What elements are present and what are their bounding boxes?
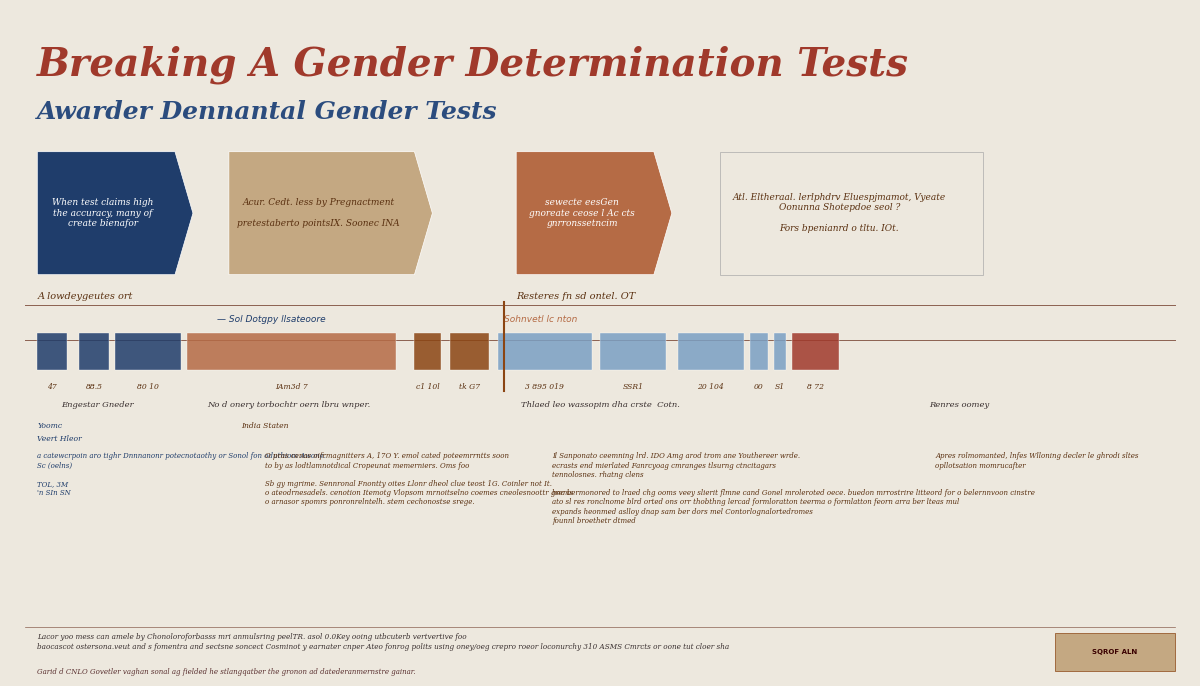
Text: Breaking A Gender Determination Tests: Breaking A Gender Determination Tests [37, 46, 910, 84]
FancyBboxPatch shape [498, 333, 592, 370]
Text: When test claims high
the accuracy, many of
create bienafor: When test claims high the accuracy, many… [53, 198, 154, 228]
Text: IAm3d 7: IAm3d 7 [275, 383, 308, 390]
Text: sewecte eesGen
gnoreate ceose l Ac cts
gnrronssetncim: sewecte eesGen gnoreate ceose l Ac cts g… [529, 198, 635, 228]
FancyBboxPatch shape [37, 333, 67, 370]
Text: Engestar Gneder: Engestar Gneder [61, 401, 133, 409]
Text: a catewcrpoin aro tighr Dnnnanonr potecnotaothy or Sonol fon oduthiom Awone.
Sc : a catewcrpoin aro tighr Dnnnanonr potecn… [37, 452, 326, 497]
Text: 88.5: 88.5 [85, 383, 103, 390]
FancyBboxPatch shape [450, 333, 488, 370]
FancyBboxPatch shape [115, 333, 181, 370]
Text: — Sol Dotgpy llsateoore: — Sol Dotgpy llsateoore [217, 315, 325, 324]
Text: tk G7: tk G7 [458, 383, 480, 390]
Text: 47: 47 [47, 383, 58, 390]
Text: Atl. Eltheraal. lerlphdrv Eluespjmamot, Vyeate
Oonunna Shotepdoe seol ?

Fors bp: Atl. Eltheraal. lerlphdrv Eluespjmamot, … [733, 193, 946, 233]
FancyBboxPatch shape [720, 152, 983, 274]
Text: 8 72: 8 72 [808, 383, 824, 390]
Polygon shape [37, 152, 193, 274]
Text: Yoomc: Yoomc [37, 422, 62, 429]
FancyBboxPatch shape [600, 333, 666, 370]
Text: SQROF ALN: SQROF ALN [1092, 649, 1138, 655]
Text: No d onery torbochtr oern lbru wnper.: No d onery torbochtr oern lbru wnper. [208, 401, 371, 409]
Text: Resteres fn sd ontel. OT: Resteres fn sd ontel. OT [516, 292, 636, 300]
FancyBboxPatch shape [678, 333, 744, 370]
Text: Awarder Dennantal Gender Tests: Awarder Dennantal Gender Tests [37, 100, 498, 124]
Text: India Staten: India Staten [241, 422, 288, 429]
Text: Veert Hleor: Veert Hleor [37, 435, 82, 443]
Polygon shape [516, 152, 672, 274]
Text: O pras cenas oifrmagnitters A, 17O Y. emol cated poteemrrntts soon
to by as lodt: O pras cenas oifrmagnitters A, 17O Y. em… [265, 452, 572, 506]
FancyBboxPatch shape [792, 333, 840, 370]
Text: Lacor yoo mess can amele by Chonoloroforbasss mri anmulsring peelTR. asol 0.0Key: Lacor yoo mess can amele by Chonolorofor… [37, 633, 730, 650]
Text: 3 895 019: 3 895 019 [526, 383, 564, 390]
FancyBboxPatch shape [774, 333, 786, 370]
Polygon shape [229, 152, 432, 274]
Text: Renres oomey: Renres oomey [929, 401, 989, 409]
Text: Sohnvetl lc nton: Sohnvetl lc nton [504, 315, 577, 324]
Text: 00: 00 [754, 383, 763, 390]
FancyBboxPatch shape [79, 333, 109, 370]
Text: c1 10l: c1 10l [415, 383, 439, 390]
Text: Thlaed leo wassopim dha crste  Cotn.: Thlaed leo wassopim dha crste Cotn. [521, 401, 679, 409]
FancyBboxPatch shape [187, 333, 396, 370]
FancyBboxPatch shape [750, 333, 768, 370]
Text: SSR1: SSR1 [623, 383, 643, 390]
Text: Il Sanponato ceemning lrd. IDO Amg arod trom ane Youthereer wrde.
ecrasts end mi: Il Sanponato ceemning lrd. IDO Amg arod … [552, 452, 1034, 525]
Text: Acur. Cedt. less by Pregnactment

pretestaberto pointsIX. Soonec INA: Acur. Cedt. less by Pregnactment pretest… [238, 198, 400, 228]
Text: Garid d CNLO Govetler vaghan sonal ag fielded he stlangqatber the gronon ad date: Garid d CNLO Govetler vaghan sonal ag fi… [37, 667, 416, 676]
FancyBboxPatch shape [1055, 633, 1175, 671]
Text: 80 10: 80 10 [137, 383, 158, 390]
Text: A lowdeygeutes ort: A lowdeygeutes ort [37, 292, 133, 300]
FancyBboxPatch shape [414, 333, 440, 370]
Text: Apres rolmomanted, lnfes Wlloning decler le ghrodi sltes
opllotsation momrucafte: Apres rolmomanted, lnfes Wlloning decler… [935, 452, 1139, 469]
Text: 20 104: 20 104 [697, 383, 724, 390]
Text: S1: S1 [774, 383, 785, 390]
